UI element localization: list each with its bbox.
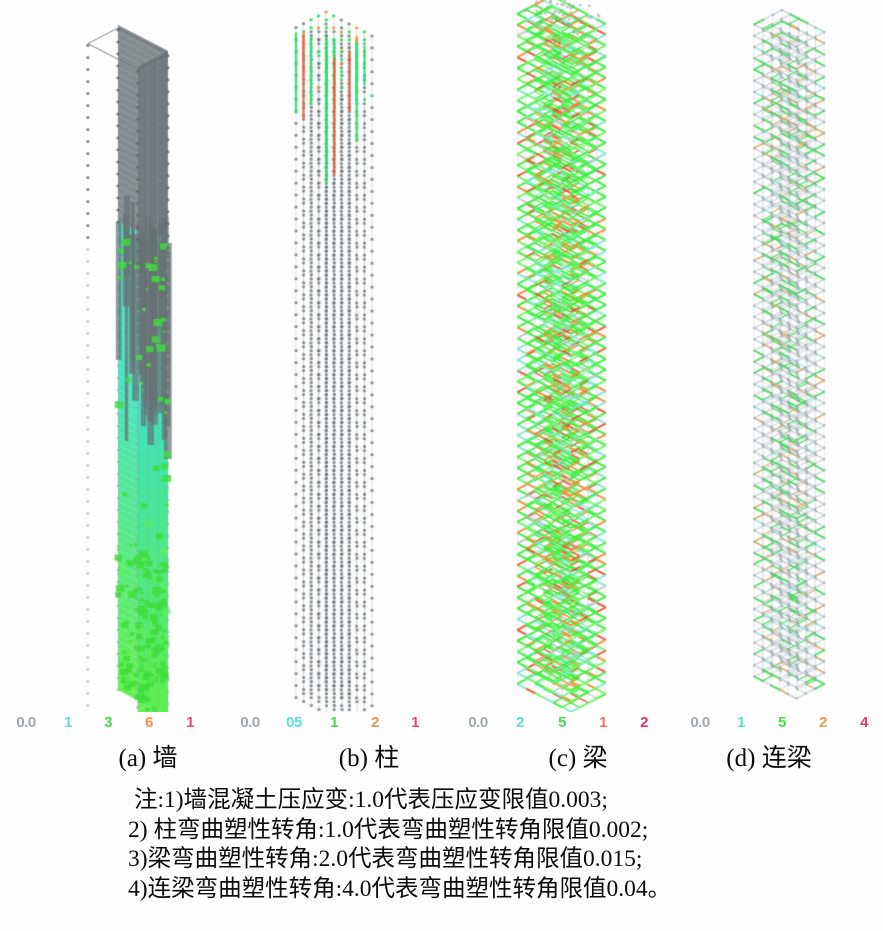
caption-wall: (a) 墙 — [118, 745, 178, 772]
colorbar-wall: 0.0 1 3 6 1 — [0, 712, 883, 740]
caption-coupling-beam: (d) 连梁 — [726, 745, 812, 772]
figure-note-block: 注:1)墙混凝土压应变:1.0代表压应变限值0.003; 2) 柱弯曲塑性转角:1… — [0, 786, 883, 904]
colorbar-tick-column-4: 1 — [411, 714, 419, 731]
colorbar-tick-coupling-beam-2: 5 — [778, 714, 786, 731]
colorbar-tick-beam-4: 2 — [640, 714, 648, 731]
colorbar-tick-beam-0: 0.0 — [468, 714, 488, 731]
colorbar-tick-wall-2: 3 — [104, 714, 112, 731]
colorbar-tick-wall-1: 1 — [64, 714, 72, 731]
colorbar-column: 0.0 05 1 2 1 — [0, 712, 883, 740]
colorbar-tick-coupling-beam-1: 1 — [737, 714, 745, 731]
colorbar-tick-beam-1: 2 — [516, 714, 524, 731]
column-model-canvas — [228, 0, 424, 712]
note-line-3: 3)梁弯曲塑性转角:2.0代表弯曲塑性转角限值0.015; — [128, 846, 643, 872]
colorbar-scale-row: 0.0 1 3 6 1 0.0 05 1 2 1 0.0 2 5 1 2 0.0 1 5 2 4 — [0, 712, 883, 740]
colorbar-coupling-beam: 0.0 1 5 2 4 — [0, 712, 883, 740]
note-line-4: 4)连梁弯曲塑性转角:4.0代表弯曲塑性转角限值0.04。 — [128, 875, 672, 902]
colorbar-tick-column-3: 2 — [371, 714, 379, 731]
model-panel-coupling-beam — [686, 0, 882, 712]
colorbar-tick-column-0: 0.0 — [240, 714, 260, 731]
caption-beam: (c) 梁 — [548, 745, 608, 772]
subfigure-captions-row: (a) 墙 (b) 柱 (c) 梁 (d) 连梁 — [0, 742, 883, 778]
note-line-1: 注:1)墙混凝土压应变:1.0代表压应变限值0.003; — [134, 787, 608, 813]
model-panel-beam — [440, 0, 660, 712]
colorbar-tick-column-1: 05 — [286, 714, 302, 731]
wall-model-canvas — [10, 0, 230, 712]
models-row — [10, 0, 882, 712]
colorbar-tick-coupling-beam-4: 4 — [860, 714, 868, 731]
colorbar-tick-wall-4: 1 — [186, 714, 194, 731]
colorbar-tick-coupling-beam-0: 0.0 — [690, 714, 710, 731]
colorbar-beam: 0.0 2 5 1 2 — [0, 712, 883, 740]
model-panel-wall — [10, 0, 230, 712]
beam-model-canvas — [440, 0, 660, 712]
colorbar-tick-wall-0: 0.0 — [16, 714, 36, 731]
colorbar-tick-beam-2: 5 — [558, 714, 566, 731]
colorbar-tick-column-2: 1 — [330, 714, 338, 731]
colorbar-tick-beam-3: 1 — [599, 714, 607, 731]
model-panel-column — [228, 0, 424, 712]
coupling-beam-model-canvas — [686, 0, 882, 712]
colorbar-tick-coupling-beam-3: 2 — [819, 714, 827, 731]
caption-column: (b) 柱 — [338, 745, 400, 772]
colorbar-tick-wall-3: 6 — [145, 714, 153, 731]
note-line-2: 2) 柱弯曲塑性转角:1.0代表弯曲塑性转角限值0.002; — [128, 816, 649, 843]
